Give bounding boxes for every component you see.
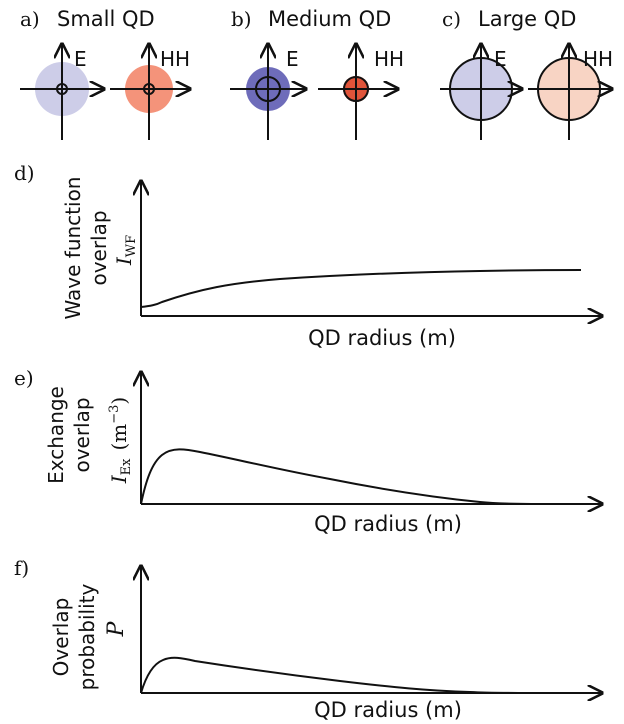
hh-label: HH [374,47,404,71]
plot-f-tag: f) [14,556,29,580]
large-qd-hole-wavefunction: HH [528,44,613,140]
qd-boundary-circle [255,76,281,102]
qd-boundary-circle [56,83,68,95]
e-label: E [494,47,507,71]
qd-boundary-circle [343,76,369,102]
plot-f-symbol: P [104,620,129,637]
panel-b-medium-qd: b) Medium QD E HH [230,7,404,140]
plot-e-curve [140,448,541,505]
panel-c-tag: c) [442,7,461,31]
medium-qd-electron-wavefunction: E [230,44,306,140]
plot-d-xlabel: QD radius (m) [308,326,456,350]
panel-c-large-qd: c) Large QD E HH [440,7,613,140]
small-qd-electron-wavefunction: E [20,44,104,140]
e-label: E [74,47,87,71]
e-label: E [286,47,299,71]
small-qd-hole-wavefunction: HH [110,44,190,140]
plot-d-tag: d) [14,161,35,185]
panel-a-tag: a) [20,7,40,31]
plot-d-wavefunction-overlap: d) Wave function overlap IWF QD radius (… [14,161,602,350]
large-qd-electron-wavefunction: E [440,44,522,140]
hh-label: HH [583,47,613,71]
plot-e-ylabel-line2: overlap [70,397,94,472]
plot-e-symbol: IEx(m−3) [107,397,134,485]
medium-qd-hole-wavefunction: HH [318,44,404,140]
plot-f-ylabel-line1: Overlap [49,598,73,677]
plot-e-tag: e) [14,366,34,390]
plot-f-overlap-probability: f) Overlap probability P QD radius (m) [14,556,602,722]
plot-f-ylabel-line2: probability [75,583,99,690]
plot-d-ylabel-line2: overlap [87,210,111,285]
panel-a-title: Small QD [57,7,155,31]
plot-d-ylabel-line1: Wave function [61,177,85,320]
plot-d-symbol: IWF [112,235,139,266]
plot-e-ylabel-line1: Exchange [44,386,68,484]
plot-d-curve [140,269,582,308]
plot-f-curve [140,656,531,694]
panel-a-small-qd: a) Small QD E HH [20,7,190,140]
panel-b-title: Medium QD [268,7,391,31]
plot-e-xlabel: QD radius (m) [314,512,462,536]
panel-b-tag: b) [231,7,252,31]
panel-c-title: Large QD [478,7,576,31]
qd-boundary-circle [143,83,155,95]
hh-label: HH [160,47,190,71]
plot-e-exchange-overlap: e) Exchange overlap IEx(m−3) QD radius (… [14,366,602,536]
plot-f-xlabel: QD radius (m) [314,698,462,722]
